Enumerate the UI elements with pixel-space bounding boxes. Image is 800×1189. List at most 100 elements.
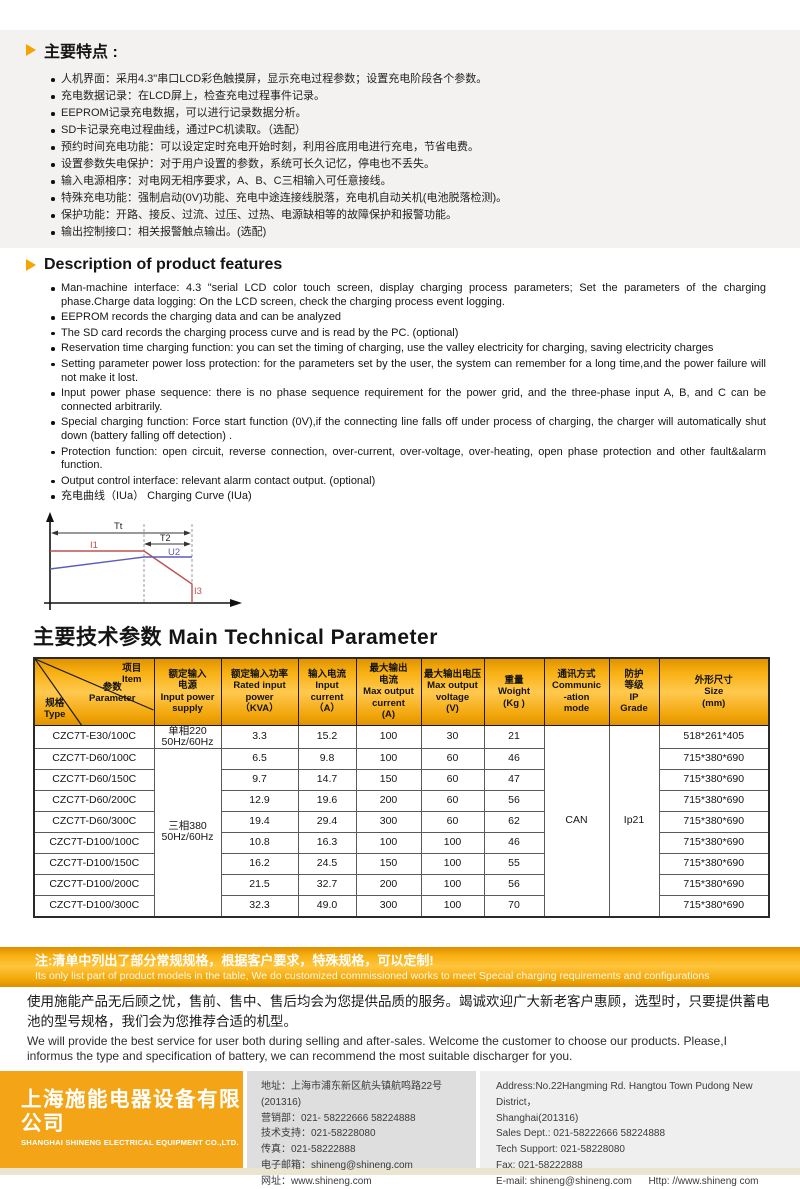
cell-size: 715*380*690 bbox=[658, 810, 770, 833]
cell-weight: 56 bbox=[483, 789, 545, 812]
feature-item-cn: 输出控制接口：相关报警触点输出。(选配) bbox=[50, 224, 766, 241]
header-input-current: 输入电流 Input current （A） bbox=[297, 657, 357, 726]
chart-label-i3: I3 bbox=[194, 586, 202, 597]
feature-item-en: The SD card records the charging process… bbox=[50, 327, 766, 341]
cell-output-voltage: 60 bbox=[420, 768, 485, 791]
cell-rated-power: 32.3 bbox=[220, 894, 299, 918]
table-row: CZC7T-E30/100C 单相220 50Hz/60Hz 3.3 15.2 100 3… bbox=[33, 724, 770, 918]
contact-line-cn: 传真：021-58222888 bbox=[261, 1144, 356, 1156]
footer: 上海施能电器设备有限公司 SHANGHAI SHINENG ELECTRICAL… bbox=[0, 1070, 800, 1187]
table-row: CZC7T-D100/200C 21.5 32.7 200 100 56 715*380*6… bbox=[33, 873, 770, 896]
cell-model: CZC7T-D60/100C bbox=[33, 747, 155, 770]
cell-output-current: 150 bbox=[355, 768, 422, 791]
cell-model: CZC7T-D100/200C bbox=[33, 873, 155, 896]
cell-weight: 55 bbox=[483, 852, 545, 875]
header-max-output-current: 最大输出 电流 Max output current (A) bbox=[355, 657, 422, 726]
bullet-triangle-icon bbox=[26, 44, 36, 56]
t2-arrow-right-icon bbox=[184, 541, 191, 547]
note-cn: 注:清单中列出了部分常规规格，根据客户要求，特殊规格，可以定制! bbox=[35, 952, 434, 968]
cell-output-voltage: 60 bbox=[420, 747, 485, 770]
feature-item-cn: EEPROM记录充电数据，可以进行记录数据分析。 bbox=[50, 105, 766, 122]
feature-item-cn: 预约时间充电功能：可以设定定时充电开始时刻，利用谷底用电进行充电，节省电费。 bbox=[50, 139, 766, 156]
corner-type-label: 规格 Type bbox=[44, 697, 66, 721]
charging-curve-svg: Tt T2 I1 U2 I3 bbox=[44, 511, 242, 610]
chart-label-tt: Tt bbox=[114, 521, 123, 532]
cell-input-current: 15.2 bbox=[297, 724, 357, 749]
features-en-section: Description of product features Man-mach… bbox=[0, 248, 800, 504]
cell-rated-power: 12.9 bbox=[220, 789, 299, 812]
cell-supply-single: 单相220 50Hz/60Hz bbox=[153, 724, 222, 749]
feature-item-cn: 输入电源相序：对电网无相序要求，A、B、C三相输入可任意接线。 bbox=[50, 173, 766, 190]
cell-output-voltage: 30 bbox=[420, 724, 485, 749]
note-en: Its only list part of product models in … bbox=[35, 969, 710, 982]
t2-arrow-left-icon bbox=[144, 541, 151, 547]
corner-diagonal-lines bbox=[35, 658, 154, 725]
feature-item-en: 充电曲线（IUa） Charging Curve (IUa) bbox=[50, 490, 766, 504]
cell-weight: 21 bbox=[483, 724, 545, 749]
features-cn-title: 主要特点 : bbox=[44, 44, 118, 61]
cell-size: 715*380*690 bbox=[658, 789, 770, 812]
contact-line-cn: 技术支持：021-58228080 bbox=[261, 1128, 376, 1140]
x-axis-arrow-icon bbox=[230, 598, 242, 607]
cell-model: CZC7T-D100/100C bbox=[33, 831, 155, 854]
footer-company-block: 上海施能电器设备有限公司 SHANGHAI SHINENG ELECTRICAL… bbox=[0, 1070, 243, 1168]
cell-input-current: 14.7 bbox=[297, 768, 357, 791]
header-size: 外形尺寸 Size (mm) bbox=[658, 657, 770, 726]
cell-rated-power: 19.4 bbox=[220, 810, 299, 833]
cell-rated-power: 16.2 bbox=[220, 852, 299, 875]
header-input-power-supply: 额定输入 电源 Input power supply bbox=[153, 657, 222, 726]
features-cn-section: 主要特点 : 人机界面：采用4.3"串口LCD彩色触摸屏，显示充电过程参数；设置… bbox=[0, 30, 800, 248]
header-rated-input-power: 额定输入功率 Rated input power （KVA） bbox=[220, 657, 299, 726]
table-row: CZC7T-D100/100C 10.8 16.3 100 100 46 715*380*6… bbox=[33, 831, 770, 854]
footer-contact-cn: 地址：上海市浦东新区航头镇航鸣路22号(201316) 营销部：021- 5822… bbox=[247, 1070, 476, 1187]
cell-model: CZC7T-E30/100C bbox=[33, 724, 155, 749]
y-axis-arrow-icon bbox=[46, 511, 54, 522]
cell-rated-power: 10.8 bbox=[220, 831, 299, 854]
cell-size: 715*380*690 bbox=[658, 873, 770, 896]
contact-line-en: Shanghai(201316) bbox=[496, 1112, 579, 1124]
charging-curve-chart: Tt T2 I1 U2 I3 bbox=[36, 510, 800, 617]
table-row: CZC7T-D100/150C 16.2 24.5 150 100 55 715*380*6… bbox=[33, 852, 770, 875]
cell-output-current: 100 bbox=[355, 747, 422, 770]
header-weight: 重量 Woight (Kg ) bbox=[483, 657, 545, 726]
top-margin bbox=[0, 0, 800, 30]
contact-line-cn: 网址：www.shineng.com bbox=[261, 1175, 372, 1187]
cell-model: CZC7T-D100/150C bbox=[33, 852, 155, 875]
feature-item-en: Protection function: open circuit, rever… bbox=[50, 446, 766, 473]
cell-input-current: 9.8 bbox=[297, 747, 357, 770]
cell-output-voltage: 100 bbox=[420, 831, 485, 854]
feature-item-en: Reservation time charging function: you … bbox=[50, 342, 766, 356]
table-header-row: 项目 Item 参数 Parameter 规格 Type 额定输入 电源 Inp… bbox=[33, 657, 770, 726]
chart-label-i1: I1 bbox=[90, 540, 98, 551]
company-name-cn: 上海施能电器设备有限公司 bbox=[21, 1087, 241, 1135]
table-row: CZC7T-D60/300C 19.4 29.4 300 60 62 715*380*690 bbox=[33, 810, 770, 833]
cell-weight: 46 bbox=[483, 831, 545, 854]
feature-item-en: Man-machine interface: 4.3 "serial LCD c… bbox=[50, 282, 766, 309]
features-en-heading: Description of product features bbox=[26, 248, 800, 274]
cell-weight: 56 bbox=[483, 873, 545, 896]
cell-model: CZC7T-D60/150C bbox=[33, 768, 155, 791]
feature-item-en: Output control interface: relevant alarm… bbox=[50, 475, 766, 489]
current-curve bbox=[50, 550, 193, 603]
main-parameter-title: 主要技术参数 Main Technical Parameter bbox=[33, 625, 438, 649]
feature-item-cn: 人机界面：采用4.3"串口LCD彩色触摸屏，显示充电过程参数；设置充电阶段各个参… bbox=[50, 71, 766, 88]
corner-item-label: 项目 Item bbox=[121, 662, 142, 686]
features-cn-list: 人机界面：采用4.3"串口LCD彩色触摸屏，显示充电过程参数；设置充电阶段各个参… bbox=[0, 69, 800, 241]
company-name-en: SHANGHAI SHINENG ELECTRICAL EQUIPMENT CO… bbox=[21, 1137, 239, 1147]
cell-size: 715*380*690 bbox=[658, 831, 770, 854]
cell-weight: 47 bbox=[483, 768, 545, 791]
cell-size: 715*380*690 bbox=[658, 747, 770, 770]
spec-table: 项目 Item 参数 Parameter 规格 Type 额定输入 电源 Inp… bbox=[33, 656, 770, 918]
bullet-triangle-icon bbox=[26, 259, 36, 271]
feature-item-en: Setting parameter power loss protection:… bbox=[50, 358, 766, 385]
cell-output-voltage: 60 bbox=[420, 810, 485, 833]
cell-output-current: 100 bbox=[355, 831, 422, 854]
contact-line-cn: 地址：上海市浦东新区航头镇航鸣路22号(201316) bbox=[261, 1080, 443, 1108]
features-en-list: Man-machine interface: 4.3 "serial LCD c… bbox=[0, 281, 800, 504]
chart-label-t2: T2 bbox=[160, 533, 171, 543]
cell-output-voltage: 100 bbox=[420, 894, 485, 918]
contact-line-en: Tech Support: 021-58228080 bbox=[496, 1144, 625, 1156]
cell-ip-grade: Ip21 bbox=[608, 724, 660, 918]
cell-rated-power: 21.5 bbox=[220, 873, 299, 896]
cell-rated-power: 6.5 bbox=[220, 747, 299, 770]
